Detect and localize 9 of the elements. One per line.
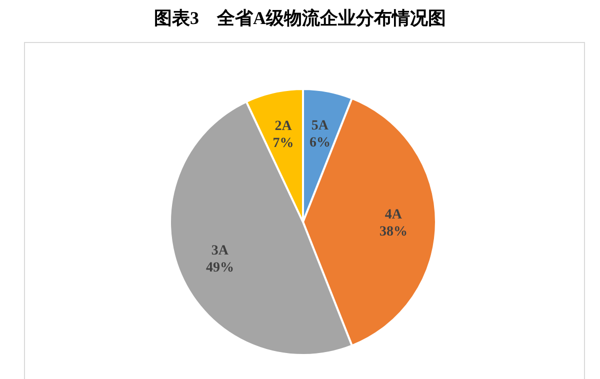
data-label: 38% <box>379 224 408 240</box>
data-label: 7% <box>272 136 294 152</box>
data-label: 6% <box>309 136 330 151</box>
slice-label: 5A <box>311 118 330 134</box>
slice-label: 4A <box>384 208 403 222</box>
data-label: 49% <box>206 260 234 276</box>
slice-label: 2A <box>274 119 293 134</box>
title: 图表3 全省A级物流企业分布情况图 <box>154 8 446 28</box>
slice-label: 3A <box>211 243 230 258</box>
